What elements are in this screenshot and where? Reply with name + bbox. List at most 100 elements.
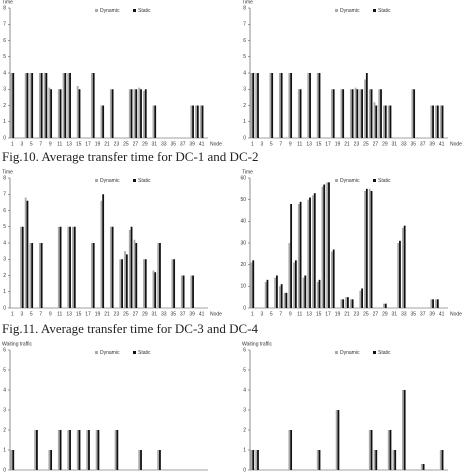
bar bbox=[351, 299, 354, 308]
y-axis-label: Time bbox=[242, 169, 253, 175]
bar bbox=[24, 197, 27, 308]
y-axis-label: Time bbox=[242, 0, 253, 5]
legend-label: Dynamic bbox=[340, 8, 360, 14]
bar bbox=[380, 89, 382, 138]
y-tick-label: 4 bbox=[3, 240, 6, 246]
legend-label: Static bbox=[378, 178, 391, 184]
bar bbox=[69, 226, 71, 308]
x-tick-label: 15 bbox=[76, 141, 82, 147]
bar bbox=[316, 282, 319, 308]
x-tick-label: 19 bbox=[335, 311, 341, 317]
bar bbox=[36, 430, 38, 470]
bar bbox=[280, 284, 283, 308]
legend-swatch bbox=[335, 9, 338, 12]
bar bbox=[192, 105, 194, 138]
y-tick-label: 60 bbox=[240, 175, 246, 181]
bar bbox=[38, 73, 41, 138]
bar bbox=[50, 89, 53, 138]
y-tick-label: 1 bbox=[3, 447, 6, 453]
y-tick-label: 8 bbox=[243, 5, 246, 11]
bar bbox=[64, 73, 67, 138]
bar bbox=[143, 259, 145, 308]
bar bbox=[45, 73, 48, 138]
bar bbox=[373, 450, 376, 470]
legend-label: Dynamic bbox=[100, 350, 120, 356]
bar bbox=[48, 87, 51, 138]
x-tick-label: 35 bbox=[170, 311, 176, 317]
bar bbox=[288, 73, 291, 138]
bar bbox=[309, 73, 311, 138]
bar bbox=[102, 194, 105, 308]
bar bbox=[20, 226, 22, 308]
x-tick-label: 35 bbox=[170, 141, 176, 147]
x-tick-label: 3 bbox=[260, 141, 263, 147]
legend-label: Dynamic bbox=[340, 178, 360, 184]
x-tick-label: 41 bbox=[439, 141, 445, 147]
bar bbox=[173, 259, 176, 308]
bar bbox=[368, 89, 371, 138]
bar bbox=[31, 243, 34, 308]
bar bbox=[266, 279, 269, 308]
legend-label: Dynamic bbox=[100, 8, 120, 14]
x-tick-label: 33 bbox=[401, 141, 407, 147]
bar bbox=[361, 288, 363, 308]
y-axis-label: Time bbox=[2, 169, 13, 175]
bar bbox=[67, 430, 70, 470]
y-tick-label: 0 bbox=[3, 305, 6, 311]
bar bbox=[318, 279, 321, 308]
x-tick-label: 41 bbox=[199, 311, 205, 317]
x-axis-label: Node bbox=[210, 141, 222, 147]
y-tick-label: 1 bbox=[3, 119, 6, 125]
y-tick-label: 50 bbox=[240, 197, 246, 203]
x-tick-label: 19 bbox=[335, 141, 341, 147]
bar bbox=[114, 430, 117, 470]
bar bbox=[323, 184, 326, 308]
bar bbox=[140, 89, 142, 138]
bar bbox=[349, 89, 352, 138]
bar bbox=[269, 73, 272, 138]
x-tick-label: 11 bbox=[297, 311, 302, 317]
x-tick-label: 23 bbox=[354, 141, 360, 147]
y-tick-label: 10 bbox=[240, 284, 246, 290]
bar bbox=[59, 89, 62, 138]
bar bbox=[78, 430, 81, 470]
bar bbox=[332, 249, 335, 308]
bar bbox=[138, 87, 141, 138]
x-tick-label: 17 bbox=[325, 311, 331, 317]
y-tick-label: 2 bbox=[243, 103, 246, 109]
bar bbox=[124, 251, 126, 308]
y-tick-label: 5 bbox=[243, 54, 246, 60]
legend-label: Static bbox=[378, 350, 391, 356]
x-tick-label: 9 bbox=[289, 311, 292, 317]
bar bbox=[100, 200, 103, 308]
bar bbox=[290, 204, 293, 308]
bar bbox=[135, 243, 138, 308]
y-tick-label: 3 bbox=[3, 87, 6, 93]
x-tick-label: 25 bbox=[363, 141, 369, 147]
x-tick-label: 7 bbox=[39, 141, 42, 147]
bar bbox=[432, 299, 434, 308]
bar bbox=[250, 450, 253, 470]
bar bbox=[361, 89, 363, 138]
bar bbox=[250, 262, 253, 308]
x-tick-label: 11 bbox=[57, 311, 62, 317]
y-tick-label: 4 bbox=[3, 70, 6, 76]
legend-swatch bbox=[335, 351, 338, 354]
x-tick-label: 37 bbox=[180, 311, 186, 317]
bar bbox=[257, 450, 259, 470]
x-tick-label: 7 bbox=[279, 141, 282, 147]
bar bbox=[411, 89, 414, 138]
bar bbox=[347, 297, 349, 308]
bar bbox=[403, 225, 406, 308]
bar bbox=[29, 243, 32, 308]
bar bbox=[133, 239, 136, 308]
bar bbox=[257, 73, 259, 138]
x-tick-label: 9 bbox=[49, 141, 52, 147]
bar bbox=[307, 199, 310, 308]
bar bbox=[102, 105, 105, 138]
x-tick-label: 21 bbox=[104, 311, 110, 317]
bar bbox=[76, 86, 79, 138]
y-tick-label: 2 bbox=[3, 273, 6, 279]
y-tick-label: 0 bbox=[3, 467, 6, 473]
x-tick-label: 23 bbox=[114, 311, 120, 317]
